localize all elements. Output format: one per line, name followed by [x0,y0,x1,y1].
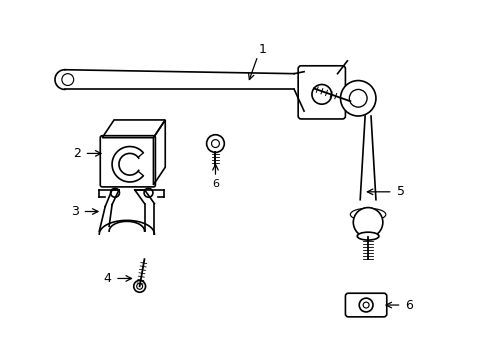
Ellipse shape [350,208,386,221]
Circle shape [363,302,369,308]
FancyBboxPatch shape [345,293,387,317]
Circle shape [144,188,153,197]
Circle shape [62,74,74,85]
Text: 1: 1 [259,42,267,55]
Text: 4: 4 [103,272,111,285]
Text: 2: 2 [73,147,80,160]
Circle shape [341,81,376,116]
Ellipse shape [357,232,379,240]
Circle shape [359,298,373,312]
Circle shape [207,135,224,152]
Circle shape [349,89,367,107]
Text: 6: 6 [212,179,219,189]
Text: 6: 6 [406,298,414,311]
Ellipse shape [354,215,382,224]
Circle shape [212,140,220,148]
Text: 3: 3 [71,205,78,218]
Text: 5: 5 [396,185,405,198]
Circle shape [312,85,332,104]
Circle shape [111,188,120,197]
Ellipse shape [358,221,378,228]
Circle shape [134,280,146,292]
FancyBboxPatch shape [298,66,345,119]
Circle shape [137,283,143,289]
FancyBboxPatch shape [100,136,155,187]
Circle shape [353,208,383,237]
